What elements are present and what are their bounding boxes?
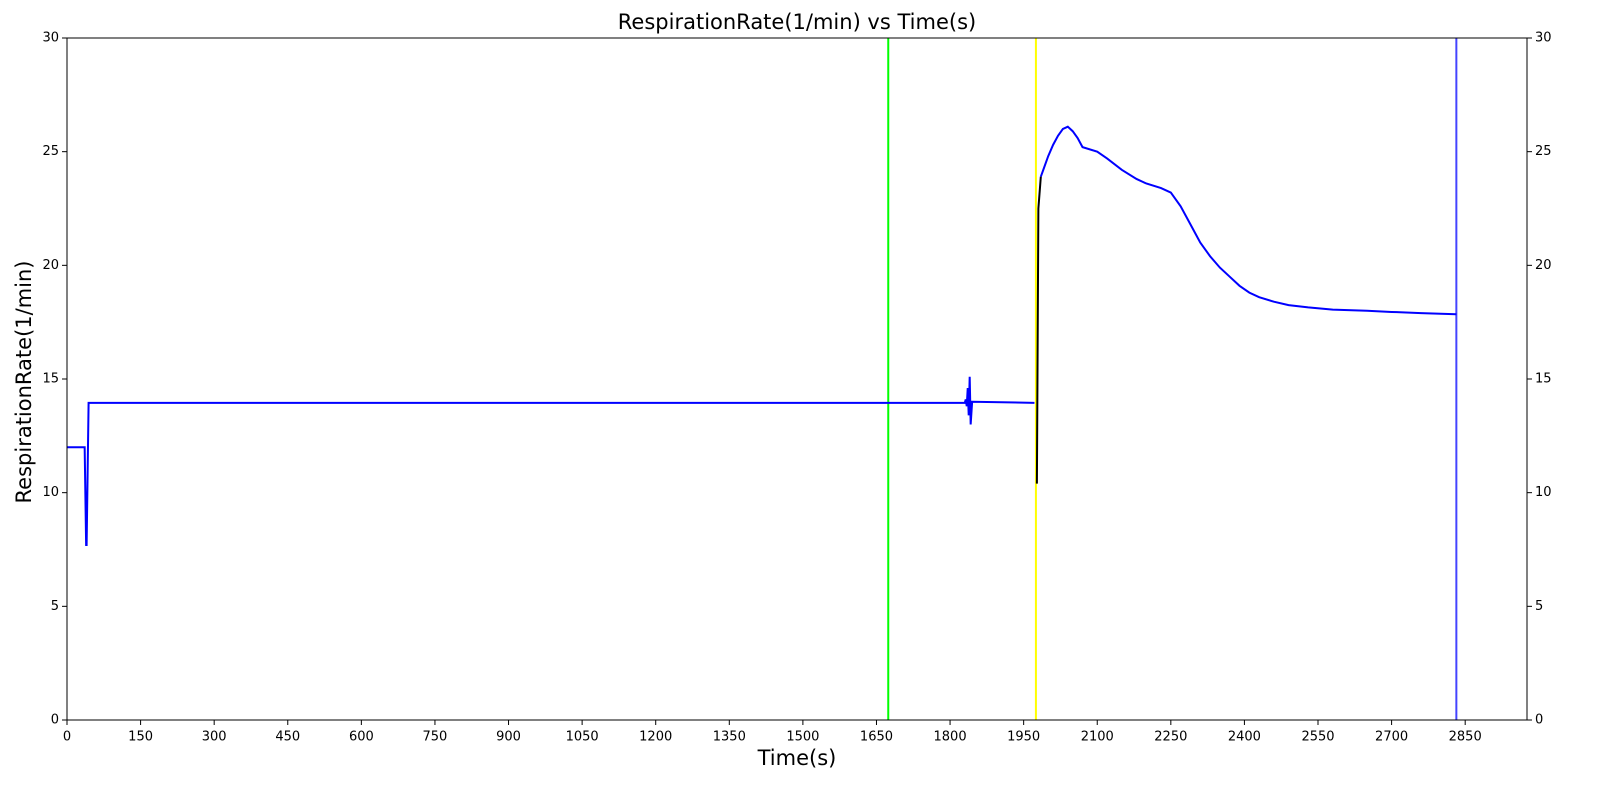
x-tick-label: 2850 — [1449, 730, 1482, 745]
x-tick-label: 2700 — [1375, 730, 1408, 745]
data-line — [67, 125, 1457, 546]
y2-tick-label: 20 — [1535, 258, 1552, 273]
y2-tick-label: 30 — [1535, 31, 1552, 46]
x-tick-label: 150 — [128, 730, 153, 745]
x-tick-label: 1800 — [934, 730, 967, 745]
y-tick-label: 30 — [42, 31, 59, 46]
x-tick-label: 2400 — [1228, 730, 1261, 745]
x-tick-label: 300 — [202, 730, 227, 745]
x-axis-label: Time(s) — [757, 746, 837, 770]
y-axis-label: RespirationRate(1/min) — [12, 261, 36, 504]
y2-tick-label: 5 — [1535, 599, 1543, 614]
data-line — [1035, 176, 1042, 484]
plot-frame — [66, 37, 1528, 721]
x-tick-label: 1050 — [566, 730, 599, 745]
x-tick-label: 900 — [496, 730, 521, 745]
x-tick-label: 600 — [349, 730, 374, 745]
x-tick-label: 1200 — [639, 730, 672, 745]
chart-title: RespirationRate(1/min) vs Time(s) — [618, 10, 976, 34]
y-tick-label: 0 — [51, 713, 59, 728]
y2-tick-label: 0 — [1535, 713, 1543, 728]
x-tick-label: 1650 — [860, 730, 893, 745]
y-tick-label: 25 — [42, 144, 59, 159]
y2-tick-label: 10 — [1535, 485, 1552, 500]
y2-tick-label: 25 — [1535, 144, 1552, 159]
x-tick-label: 450 — [275, 730, 300, 745]
x-tick-label: 2250 — [1154, 730, 1187, 745]
x-tick-label: 1500 — [786, 730, 819, 745]
x-tick-label: 1950 — [1007, 730, 1040, 745]
x-tick-label: 2100 — [1081, 730, 1114, 745]
y-tick-label: 20 — [42, 258, 59, 273]
y-tick-label: 5 — [51, 599, 59, 614]
y2-tick-label: 15 — [1535, 372, 1552, 387]
y-tick-label: 15 — [42, 372, 59, 387]
x-tick-label: 1350 — [713, 730, 746, 745]
x-tick-label: 750 — [423, 730, 448, 745]
x-tick-label: 2550 — [1301, 730, 1334, 745]
y-tick-label: 10 — [42, 485, 59, 500]
x-tick-label: 0 — [63, 730, 71, 745]
